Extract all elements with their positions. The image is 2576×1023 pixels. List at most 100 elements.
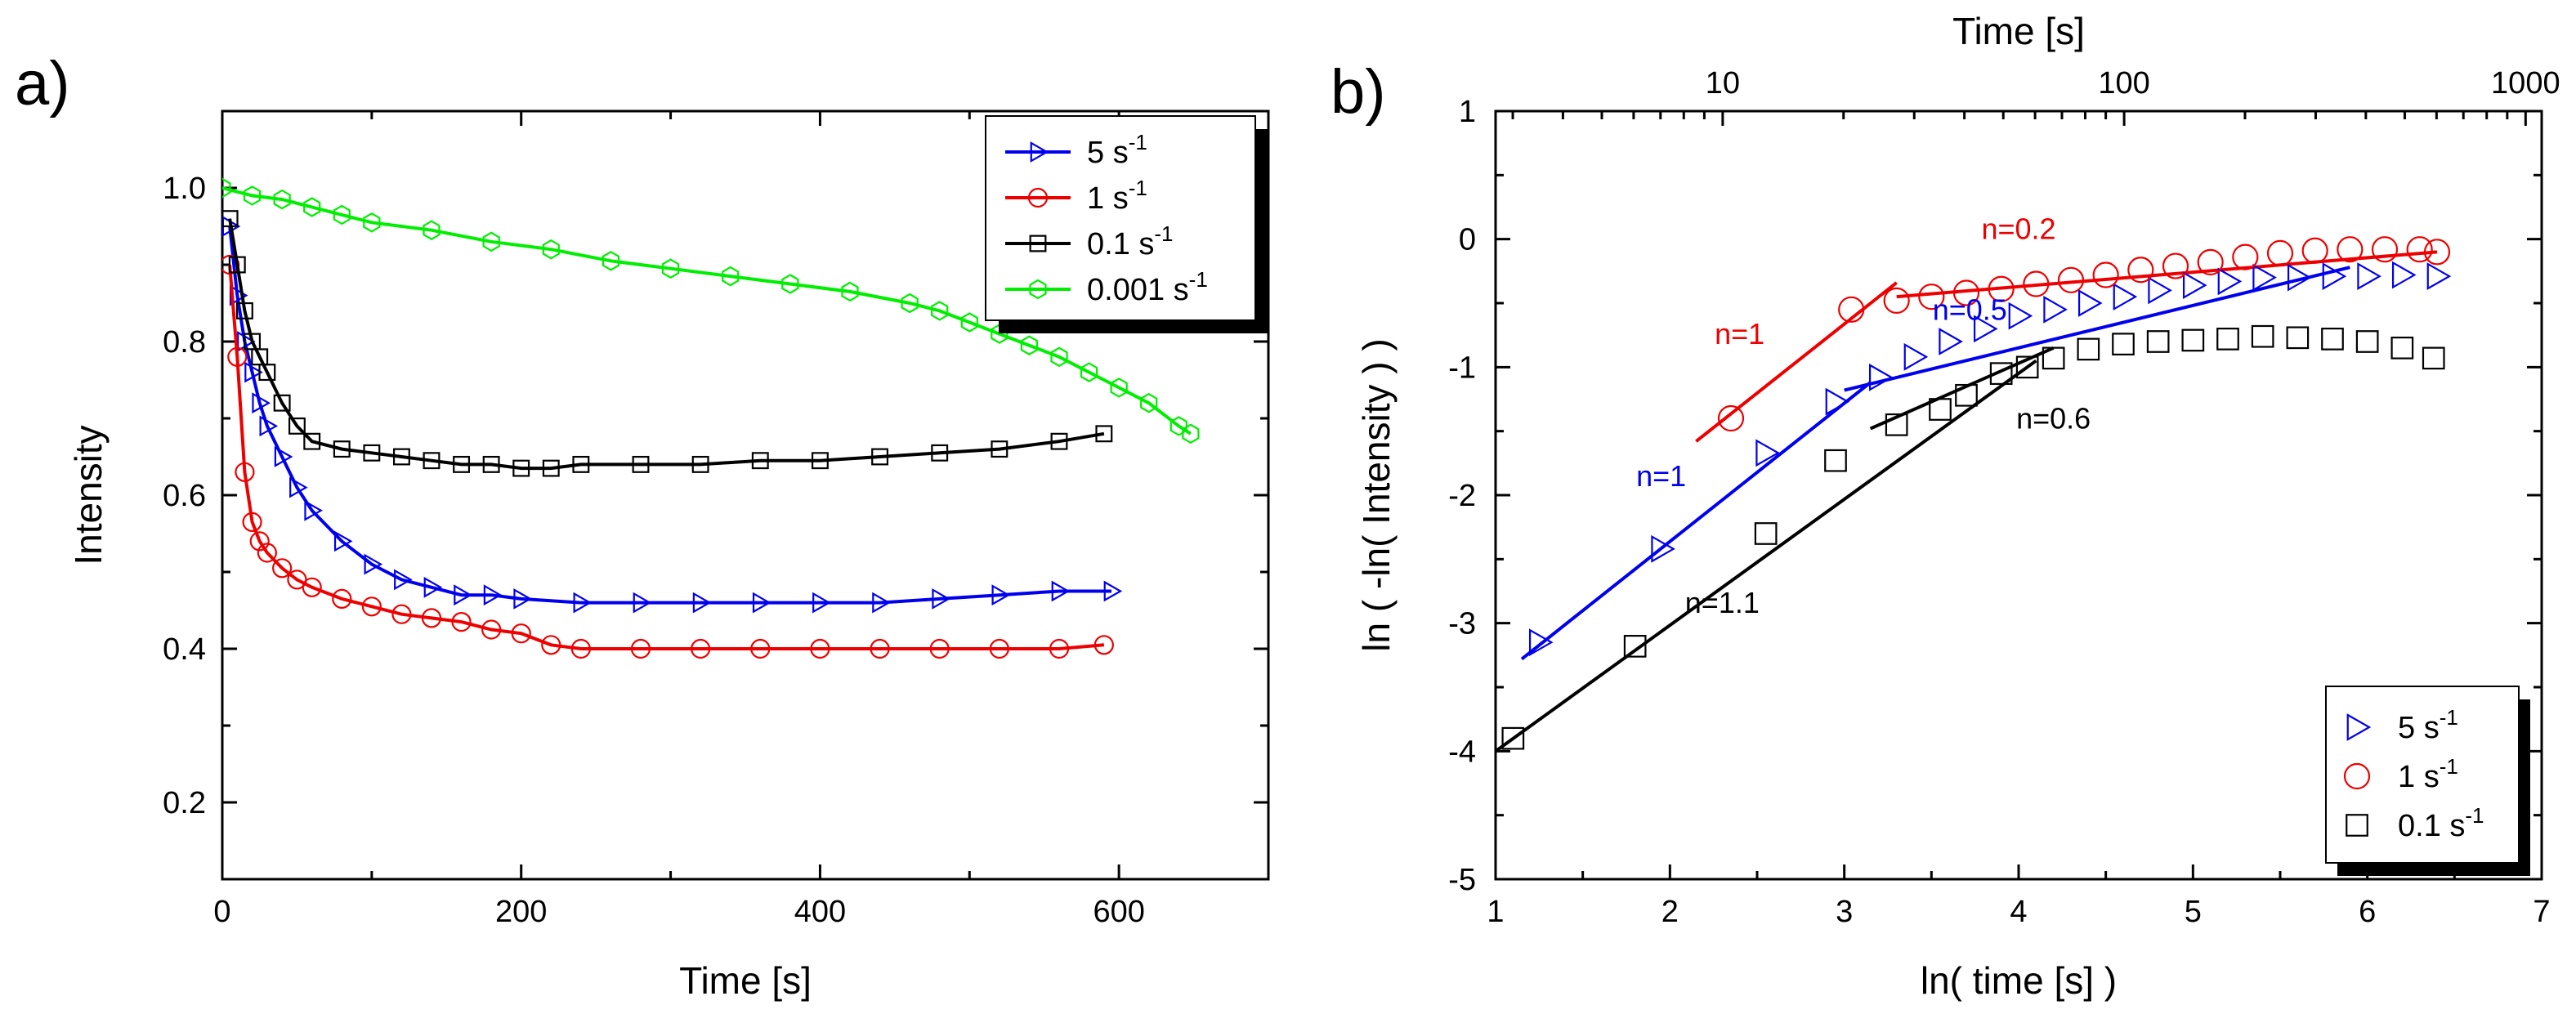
legend-marker-2 <box>1029 235 1047 252</box>
data-point <box>227 346 248 367</box>
data-point <box>691 638 711 659</box>
data-point <box>960 312 978 333</box>
data-point <box>811 452 829 470</box>
data-point <box>2008 302 2033 330</box>
data-point <box>222 177 231 199</box>
data-point <box>2322 262 2347 290</box>
data-point <box>1952 279 1980 306</box>
data-point <box>391 604 412 624</box>
x-tick-label: 7 <box>2533 895 2550 929</box>
data-point <box>2127 257 2154 284</box>
data-point <box>289 476 308 498</box>
data-point <box>929 638 950 659</box>
data-point <box>841 281 859 302</box>
data-point <box>630 638 651 659</box>
data-point <box>991 440 1008 458</box>
y-tick-label: 0.6 <box>163 479 206 513</box>
data-point <box>1501 726 1525 750</box>
y-axis-title: Intensity <box>67 425 110 565</box>
data-point <box>1093 635 1114 655</box>
panel-label-a: a) <box>15 49 70 118</box>
data-point <box>602 251 620 271</box>
data-point <box>451 611 472 632</box>
data-point <box>1140 392 1158 413</box>
data-point <box>2371 236 2399 263</box>
x2-tick-label: 1000 <box>2491 66 2560 101</box>
data-point <box>2406 236 2433 263</box>
fit-line-0 <box>1695 281 1898 443</box>
data-point <box>229 284 248 306</box>
data-point <box>332 588 352 610</box>
data-point <box>1988 275 2015 302</box>
y-tick-label: 0.4 <box>163 632 206 667</box>
data-point <box>453 455 471 473</box>
data-point <box>1169 416 1187 436</box>
data-point <box>304 499 323 521</box>
data-point <box>258 364 276 382</box>
legend-marker-0 <box>1030 141 1049 163</box>
data-point <box>2423 239 2451 266</box>
data-point <box>932 588 950 610</box>
data-point <box>1824 449 1847 472</box>
x-tick-label: 2 <box>1661 895 1679 929</box>
data-point <box>2252 263 2277 292</box>
legend-marker-2 <box>2346 814 2368 837</box>
data-point <box>512 459 530 477</box>
data-point <box>2092 261 2119 288</box>
data-point <box>2113 283 2138 311</box>
data-point <box>570 638 591 659</box>
data-point <box>1885 413 1908 436</box>
data-point <box>751 452 769 470</box>
data-point <box>1050 432 1068 450</box>
data-point <box>482 455 500 473</box>
data-point <box>237 331 256 352</box>
data-point <box>333 440 351 458</box>
data-point <box>1049 638 1070 659</box>
legend-marker-1 <box>1027 187 1049 208</box>
data-point <box>2057 266 2085 293</box>
data-point <box>1651 534 1675 563</box>
data-point <box>1973 315 1998 343</box>
legend-label-3: 0.001 s-1 <box>1087 267 1208 307</box>
data-point <box>2112 333 2135 355</box>
data-point <box>1883 287 1910 314</box>
data-point <box>2422 346 2445 370</box>
legend-label-2: 0.1 s-1 <box>2398 803 2484 843</box>
data-point <box>243 185 262 206</box>
data-point <box>1095 425 1113 443</box>
data-point <box>692 592 712 614</box>
data-point <box>454 584 472 606</box>
data-point <box>2216 328 2239 351</box>
data-point <box>2426 262 2452 290</box>
data-point <box>273 394 291 412</box>
data-point <box>423 452 441 470</box>
data-point <box>2301 237 2328 264</box>
data-point <box>423 220 441 240</box>
series-line-2 <box>228 218 1105 471</box>
data-point <box>542 239 560 260</box>
x2-axis-title: Time [s] <box>1952 10 2085 52</box>
data-point <box>2286 326 2310 350</box>
data-point <box>274 446 293 467</box>
data-point <box>1929 398 1952 421</box>
x-tick-label: 3 <box>1836 895 1853 929</box>
annotation-1: n=1 <box>1715 317 1764 351</box>
data-point <box>244 361 263 383</box>
data-point <box>235 462 255 482</box>
x-axis-title: ln( time [s] ) <box>1921 959 2117 1002</box>
x-tick-label: 4 <box>2010 895 2027 929</box>
data-point <box>573 592 593 614</box>
data-point <box>1939 328 1963 355</box>
data-point <box>2217 267 2243 296</box>
data-point <box>2321 328 2344 351</box>
data-point <box>333 530 353 552</box>
data-point <box>752 592 771 614</box>
data-point <box>812 592 831 614</box>
y-axis-title: ln ( -ln( Intensity ) ) <box>1355 338 1398 651</box>
data-point <box>1868 363 1894 391</box>
data-point <box>750 638 771 659</box>
data-point <box>991 584 1011 606</box>
legend-marker-1 <box>2343 762 2371 790</box>
legend-marker-0 <box>2346 713 2372 741</box>
